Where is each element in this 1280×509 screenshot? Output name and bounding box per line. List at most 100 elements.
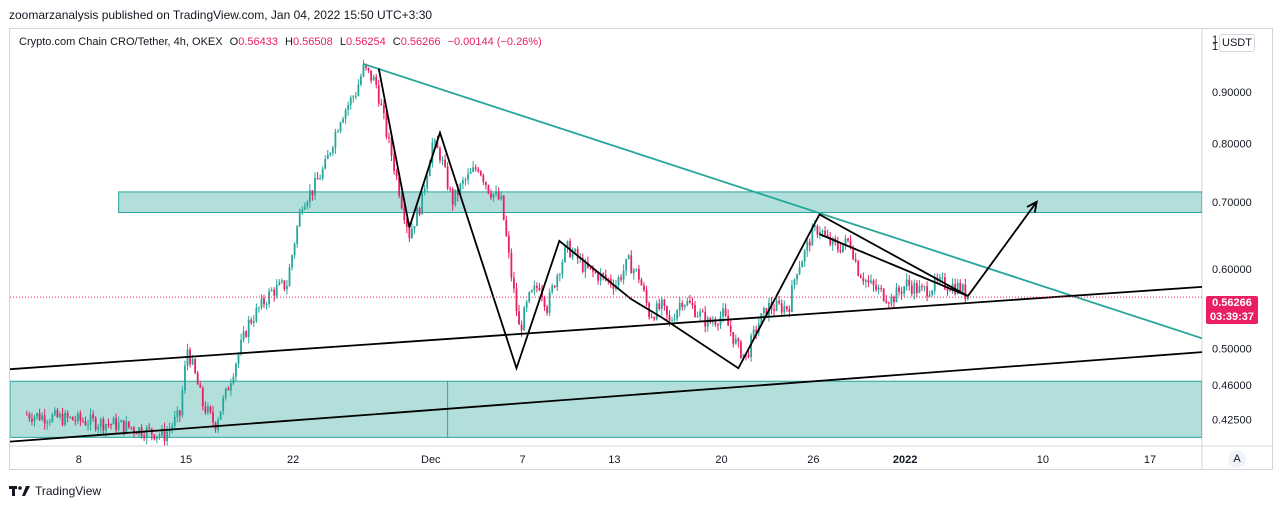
candle-up — [813, 226, 816, 228]
candle-down — [82, 420, 84, 422]
candle-down — [456, 189, 459, 195]
candle-down — [640, 279, 643, 286]
x-axis-tick-label: 8 — [76, 454, 82, 466]
candle-up — [181, 390, 184, 416]
x-axis-tick-label: 2022 — [893, 454, 917, 466]
candle-up — [923, 286, 926, 288]
candle-down — [444, 160, 446, 167]
candle-up — [492, 193, 495, 198]
auto-scale-button[interactable]: A — [1228, 450, 1246, 468]
candle-down — [546, 306, 548, 313]
candle-down — [110, 424, 112, 426]
candle-down — [370, 70, 373, 81]
candle-up — [171, 425, 174, 429]
candle-up — [104, 424, 107, 431]
candle-up — [462, 180, 464, 184]
candle-up — [632, 269, 635, 274]
candle-down — [135, 432, 138, 435]
candle-up — [173, 416, 176, 426]
candle-up — [584, 262, 587, 272]
candle-down — [79, 413, 82, 421]
candle-up — [750, 335, 753, 358]
candle-up — [696, 316, 699, 318]
candle-down — [694, 305, 696, 317]
candle-up — [775, 300, 778, 311]
candle-up — [155, 436, 158, 440]
candle-up — [347, 105, 350, 110]
candle-up — [673, 319, 676, 321]
candle-up — [566, 241, 569, 248]
candle-up — [791, 285, 793, 312]
candle-up — [329, 152, 332, 155]
candle-down — [403, 208, 406, 220]
candle-down — [408, 226, 411, 239]
trendline-2 — [10, 351, 1202, 443]
candle-up — [574, 249, 577, 252]
candle-down — [681, 302, 684, 308]
candle-down — [449, 188, 452, 190]
candle-down — [717, 324, 719, 326]
candle-up — [372, 76, 375, 81]
candle-down — [92, 414, 95, 419]
candle-up — [803, 250, 806, 262]
candle-up — [627, 255, 630, 259]
candle-up — [138, 427, 140, 435]
candle-down — [178, 410, 181, 416]
candle-down — [915, 283, 918, 293]
candle-down — [880, 288, 883, 290]
candle-down — [612, 284, 615, 289]
candle-down — [747, 354, 750, 358]
candle-down — [204, 406, 207, 413]
candle-up — [344, 109, 347, 119]
candle-down — [385, 113, 388, 137]
candle-down — [490, 193, 492, 198]
candle-down — [518, 311, 520, 325]
candle-up — [821, 230, 824, 232]
candle-down — [829, 237, 832, 245]
candle-down — [910, 285, 913, 294]
candle-up — [655, 303, 658, 320]
candle-up — [933, 277, 936, 291]
y-axis-tick-label: 0.70000 — [1212, 197, 1252, 209]
candle-down — [816, 226, 819, 235]
candle-up — [176, 410, 179, 417]
candle-down — [597, 272, 599, 281]
candle-up — [918, 285, 921, 293]
close-value: 0.56266 — [400, 36, 441, 48]
candle-down — [663, 299, 666, 307]
open-label: O — [229, 36, 239, 48]
candle-down — [148, 427, 151, 429]
candle-down — [729, 325, 732, 333]
y-axis-tick-label: 0.80000 — [1212, 138, 1252, 150]
candle-down — [201, 387, 204, 407]
candle-down — [375, 76, 378, 85]
candle-up — [64, 412, 66, 425]
candle-up — [268, 291, 271, 305]
candle-up — [870, 280, 872, 283]
candle-up — [966, 297, 969, 300]
candle-down — [867, 280, 870, 283]
x-axis-tick-label: 17 — [1144, 454, 1156, 466]
candle-down — [826, 234, 829, 238]
candle-up — [33, 416, 36, 422]
currency-button[interactable]: USDT — [1219, 34, 1255, 52]
support-resistance-zone-0 — [118, 191, 1202, 214]
x-axis-tick-label: 10 — [1037, 454, 1049, 466]
candle-down — [875, 285, 877, 290]
candle-up — [413, 225, 416, 229]
candle-up — [890, 296, 893, 304]
candle-down — [926, 286, 928, 297]
x-axis-tick-label: 26 — [807, 454, 819, 466]
candle-down — [418, 208, 421, 215]
candle-down — [163, 428, 166, 442]
candle-down — [382, 105, 385, 114]
low-label: L — [339, 36, 346, 48]
candle-up — [324, 159, 327, 169]
candle-down — [740, 341, 742, 359]
candle-up — [224, 388, 227, 398]
candle-up — [472, 167, 475, 172]
candle-up — [895, 287, 898, 303]
high-label: H — [285, 36, 293, 48]
candle-up — [125, 421, 128, 433]
